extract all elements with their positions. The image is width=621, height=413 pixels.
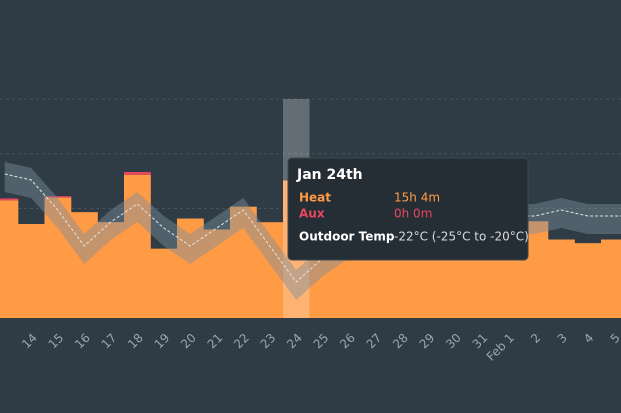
tooltip: Jan 24th Heat 15h 4m Aux 0h 0m Outdoor T… bbox=[287, 157, 529, 261]
tooltip-label: Aux bbox=[299, 207, 325, 221]
bar-segment bbox=[0, 198, 19, 201]
bar-segment bbox=[177, 218, 204, 318]
tooltip-label: Heat bbox=[299, 191, 331, 205]
bar-segment bbox=[0, 200, 19, 318]
tooltip-value: 0h 0m bbox=[394, 207, 432, 221]
bar-segment bbox=[124, 172, 151, 175]
bar-segment bbox=[150, 248, 178, 318]
bar-segment bbox=[71, 212, 98, 318]
bar-segment bbox=[97, 222, 125, 318]
tooltip-value: -22°C (-25°C to -20°C) bbox=[394, 230, 529, 244]
tooltip-value: 15h 4m bbox=[394, 191, 440, 205]
bar-segment bbox=[548, 239, 575, 318]
plot: 14 15 16 17 18 19 20 21 22 23 24 25 26 27 28 29 30 31Feb … bbox=[0, 98, 621, 364]
bar-segment bbox=[44, 197, 72, 318]
tooltip-label: Outdoor Temp bbox=[299, 230, 395, 244]
bar-segment bbox=[601, 239, 621, 318]
bar-segment bbox=[574, 243, 602, 318]
tooltip-title: Jan 24th bbox=[296, 167, 363, 183]
bar-segment bbox=[44, 196, 72, 198]
tooltip-box bbox=[287, 157, 529, 261]
bar-segment bbox=[18, 224, 45, 318]
bar-segment bbox=[230, 206, 257, 318]
bar-segment bbox=[256, 222, 284, 318]
bar-segment bbox=[203, 229, 231, 318]
bar-segment bbox=[124, 174, 151, 318]
